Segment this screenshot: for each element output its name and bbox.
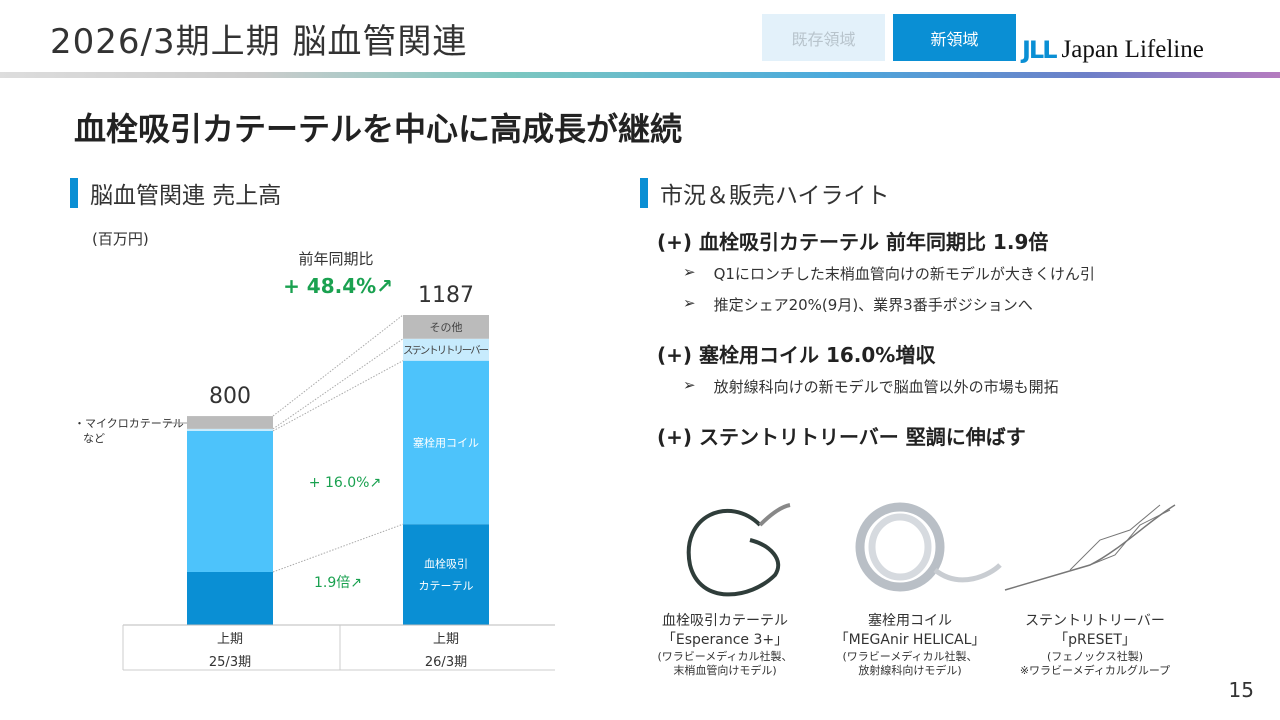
yoy-total-growth: + 48.4%↗ (283, 274, 393, 298)
headline: 血栓吸引カテーテルを中心に高成長が継続 (74, 110, 683, 148)
category-label: 上期 (433, 632, 459, 647)
product-note: (フェノックス社製) (1046, 650, 1144, 663)
connector-line (272, 314, 404, 417)
arrow-bullet-icon: ➢ (683, 294, 696, 312)
product-name: 塞栓用コイル (868, 613, 952, 629)
category-label: 26/3期 (425, 655, 467, 670)
bar-segment-2 (403, 338, 489, 361)
highlight-heading: (+) 血栓吸引カテーテル 前年同期比 1.9倍 (657, 230, 1049, 254)
product-note: 末梢血管向けモデル) (673, 664, 777, 677)
section-marker (640, 178, 648, 208)
category-label: 25/3期 (209, 655, 251, 670)
page-title: 2026/3期上期 脳血管関連 (50, 22, 468, 62)
logo-mark: JLL (1022, 36, 1057, 64)
catheter-image (686, 503, 791, 597)
company-logo: JLL Japan Lifeline (1022, 36, 1204, 64)
segment-label: 血栓吸引 (424, 557, 468, 571)
unit-label: (百万円) (92, 230, 149, 248)
product-model: 「Esperance 3+」 (661, 632, 789, 648)
product-model: 「MEGAnir HELICAL」 (834, 632, 986, 648)
total-value: 800 (209, 384, 251, 409)
coil-growth: + 16.0%↗ (309, 475, 381, 491)
bar-segment-3 (403, 315, 489, 339)
highlight-heading: (+) 塞栓用コイル 16.0%増収 (657, 343, 936, 367)
product-note: (ワラビーメディカル社製、 (842, 650, 978, 663)
arrow-bullet-icon: ➢ (683, 376, 696, 394)
product-note: (ワラビーメディカル社製、 (657, 650, 793, 663)
page-number: 15 (1228, 678, 1254, 702)
bar-segment-1 (403, 360, 489, 525)
bullet-text: 推定シェア20%(9月)、業界3番手ポジションへ (713, 296, 1033, 314)
section-marker (70, 178, 78, 208)
highlight-bullet: ➢ 放射線科向けの新モデルで脳血管以外の市場も開拓 (657, 376, 1095, 397)
section-heading-highlights: 市況＆販売ハイライト (640, 176, 890, 210)
arrow-bullet-icon: ➢ (683, 263, 696, 281)
connector-line (272, 360, 404, 432)
product-note: ※ワラビーメディカルグループ (1019, 664, 1171, 677)
bar-segment-0 (403, 524, 489, 625)
category-label: 上期 (217, 632, 243, 647)
product-caption: 塞栓用コイル「MEGAnir HELICAL」 (ワラビーメディカル社製、 放射線科… (825, 612, 995, 678)
connector-line (272, 523, 404, 573)
other-note: など (83, 432, 105, 445)
highlights-list: (+) 血栓吸引カテーテル 前年同期比 1.9倍 ➢ Q1にロンチした末梢血管向けの… (657, 226, 1095, 458)
product-name: ステントリトリーバー (1025, 613, 1165, 629)
logo-text: Japan Lifeline (1061, 36, 1204, 63)
tab-existing-area[interactable]: 既存領域 (762, 14, 885, 61)
connector-line (272, 338, 404, 430)
segment-label: 塞栓用コイル (413, 435, 479, 449)
product-captions: 血栓吸引カテーテル 「Esperance 3+」 (ワラビーメディカル社製、 末梢血管… (640, 612, 1180, 678)
other-note: ・マイクロカテーテル (74, 417, 184, 430)
product-caption: 血栓吸引カテーテル 「Esperance 3+」 (ワラビーメディカル社製、 末梢血管… (640, 612, 810, 678)
bar-segment-2 (187, 428, 273, 431)
bar-segment-3 (187, 416, 273, 429)
section-heading-sales: 脳血管関連 売上高 (70, 176, 281, 210)
highlight-bullet: ➢ Q1にロンチした末梢血管向けの新モデルが大きくけん引 (657, 263, 1095, 284)
product-images (686, 502, 1176, 597)
header-gradient-divider (0, 72, 1280, 78)
product-caption: ステントリトリーバー 「pRESET」 (フェノックス社製) ※ワラビーメディカルグル… (1010, 612, 1180, 678)
product-note: 放射線科向けモデル) (858, 664, 962, 677)
bullet-text: Q1にロンチした末梢血管向けの新モデルが大きくけん引 (713, 265, 1095, 283)
segment-label: カテーテル (419, 580, 474, 593)
stent-retriever-image (1004, 504, 1176, 591)
product-name: 血栓吸引カテーテル (662, 613, 788, 629)
product-model: 「pRESET」 (1054, 632, 1136, 648)
segment-label: ステントリトリーバー (403, 345, 489, 357)
coil-image (855, 502, 1002, 592)
section-title: 市況＆販売ハイライト (660, 183, 890, 209)
total-value: 1187 (418, 283, 474, 308)
bar-segment-0 (187, 571, 273, 625)
bar-segment-1 (187, 430, 273, 572)
tab-new-area[interactable]: 新領域 (893, 14, 1016, 61)
yoy-label: 前年同期比 (298, 250, 373, 268)
bullet-text: 放射線科向けの新モデルで脳血管以外の市場も開拓 (713, 378, 1059, 396)
highlight-heading: (+) ステントリトリーバー 堅調に伸ばす (657, 425, 1026, 449)
highlight-bullet: ➢ 推定シェア20%(9月)、業界3番手ポジションへ (657, 294, 1095, 315)
catheter-growth: 1.9倍↗ (314, 575, 362, 591)
section-title: 脳血管関連 売上高 (90, 183, 282, 209)
segment-label: その他 (430, 321, 463, 334)
